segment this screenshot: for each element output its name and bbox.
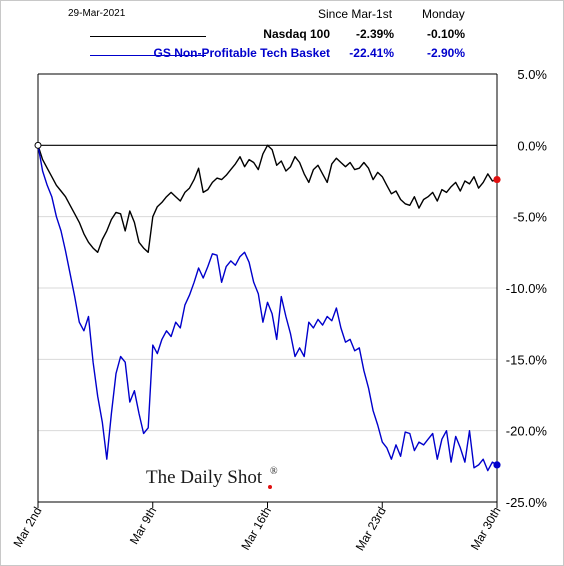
legend-swatch-nasdaq	[90, 36, 206, 37]
watermark-text: The Daily Shot	[146, 467, 263, 488]
x-tick-label: Mar 23rd	[353, 505, 389, 554]
y-tick-label: -10.0%	[506, 281, 548, 296]
legend-swatch-gs-basket	[90, 55, 206, 56]
watermark-dot-icon	[268, 485, 272, 489]
x-tick-label: Mar 16th	[238, 505, 274, 553]
end-marker-nasdaq	[493, 175, 501, 184]
series-lines	[37, 144, 498, 472]
y-tick-label: 5.0%	[517, 67, 547, 82]
column-header-monday: Monday	[422, 7, 465, 21]
legend-since-nasdaq: -2.39%	[355, 27, 394, 41]
series-line-gs-basket	[37, 145, 498, 472]
legend-monday-nasdaq: -0.10%	[426, 27, 465, 41]
column-header-since: Since Mar-1st	[318, 7, 393, 21]
legend-label-gs-basket: GS Non-Profitable Tech Basket	[153, 46, 330, 60]
end-marker-gs-basket	[493, 461, 501, 469]
watermark-registered: ®	[270, 466, 278, 477]
x-tick-label: Mar 9th	[127, 505, 159, 547]
x-axis-ticks: Mar 2nd Mar 9th Mar 16th Mar 23rd Mar 30th	[10, 502, 504, 554]
chart-date: 29-Mar-2021	[68, 8, 126, 19]
y-tick-label: 0.0%	[517, 138, 547, 153]
legend-label-nasdaq: Nasdaq 100	[263, 27, 330, 41]
y-tick-label: -25.0%	[506, 495, 548, 510]
series-markers	[34, 141, 501, 469]
y-axis-ticks: 5.0% 0.0% -5.0% -10.0% -15.0% -20.0% -25.0%	[506, 67, 548, 510]
y-tick-label: -20.0%	[506, 424, 548, 439]
y-tick-label: -15.0%	[506, 352, 548, 367]
legend-monday-gs-basket: -2.90%	[426, 46, 465, 60]
start-marker	[34, 141, 42, 149]
x-tick-label: Mar 2nd	[10, 505, 44, 550]
x-tick-label: Mar 30th	[468, 505, 504, 553]
watermark-group: The Daily Shot ®	[146, 466, 278, 489]
gridlines	[38, 73, 497, 503]
legend-since-gs-basket: -22.41%	[349, 46, 394, 60]
y-tick-label: -5.0%	[513, 210, 547, 225]
series-line-nasdaq	[37, 144, 498, 254]
